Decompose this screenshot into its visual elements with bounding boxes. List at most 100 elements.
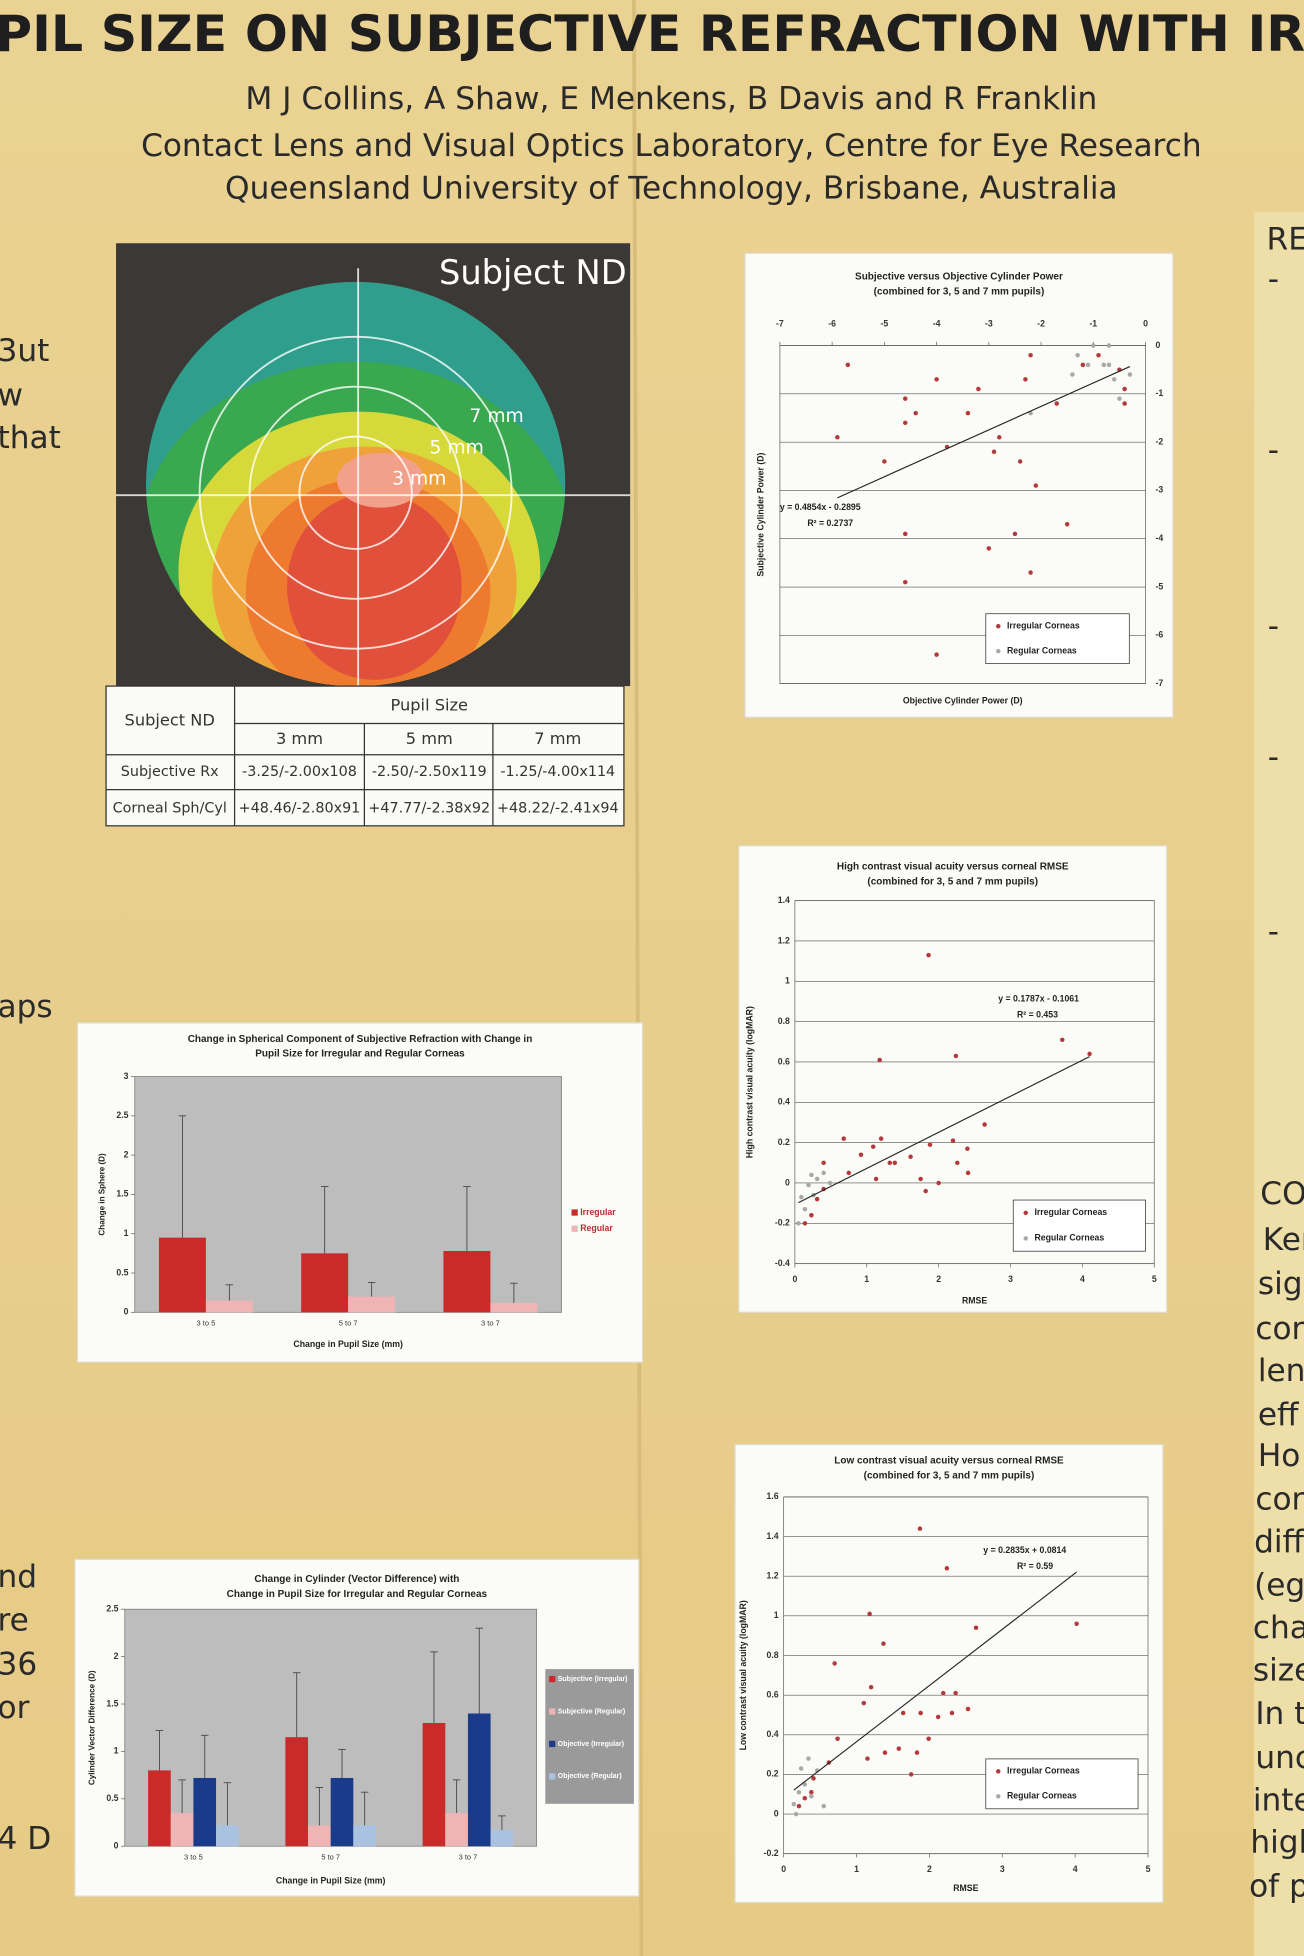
y-tick-label: 1 [785,976,790,986]
chart: High contrast visual acuity versus corne… [738,845,1168,1313]
data-point [796,1221,801,1226]
data-point [873,1176,879,1182]
charts: Subjective versus Objective Cylinder Pow… [74,252,1174,1903]
data-point [965,410,971,416]
right-fragment: (eg [1254,1568,1304,1604]
left-fragment: or [0,1690,30,1726]
table-cell: +48.22/-2.41x94 [497,800,619,816]
data-point [926,952,931,958]
data-point [936,1180,941,1186]
x-tick-label: 5 to 7 [321,1852,340,1861]
data-point [1111,377,1117,382]
data-point [1127,372,1133,377]
data-point [858,1152,864,1158]
y-tick-label: -6 [1156,630,1164,640]
bar [158,1237,206,1313]
table-row-label: Subjective Rx [121,764,219,780]
data-point [1070,372,1075,377]
legend-label: Irregular Corneas [1007,621,1080,631]
right-fragment: RE [1267,222,1304,258]
legend-label: Irregular Corneas [1007,1766,1080,1776]
right-fragment: eff [1258,1397,1300,1433]
legend-box [1012,1199,1146,1252]
legend-marker [1023,1236,1028,1241]
x-axis-label: RMSE [953,1883,978,1893]
data-point [991,449,997,455]
data-point [1080,362,1086,368]
data-point [926,1736,931,1741]
chart-panel [734,1443,1164,1903]
data-point [1122,386,1127,392]
legend-swatch [549,1773,556,1780]
data-point [821,1170,826,1176]
right-fragment: len [1258,1353,1304,1389]
y-tick-label: 0.8 [778,1016,790,1026]
y-tick-label: 1.2 [778,935,790,945]
data-point [1074,1621,1079,1627]
y-tick-label: 1.5 [106,1698,118,1708]
data-point [923,1188,928,1194]
data-point [877,1057,882,1063]
table-column: 7 mm [534,729,581,748]
trendline [793,1571,1077,1791]
trendline [798,1056,1090,1204]
table-cell: +47.77/-2.38x92 [368,800,490,816]
x-tick-label: 1 [854,1864,859,1874]
left-fragment: nd [0,1559,37,1595]
data-point [841,1136,847,1141]
y-tick-label: 3 [124,1071,129,1081]
data-point [1075,352,1080,358]
bar [170,1813,194,1847]
data-point [809,1790,814,1795]
y-tick-label: 0 [124,1307,129,1317]
ring-label: 7 mm [469,406,523,427]
y-tick-label: 0 [114,1841,119,1851]
x-tick-label: -6 [828,319,836,329]
data-point [1012,531,1018,537]
left-fragment: that [0,420,61,456]
x-tick-label: -7 [776,319,784,329]
chart: Change in Cylinder (Vector Difference) w… [74,1558,640,1897]
chart-title: Change in Spherical Component of Subject… [188,1034,533,1045]
left-fragment: w [0,378,23,414]
chart-title: Pupil Size for Irregular and Regular Cor… [255,1049,465,1060]
data-point [802,1782,808,1787]
y-tick-label: 2.5 [116,1110,128,1120]
data-point [835,435,840,440]
x-tick-label: 3 [1008,1274,1013,1284]
data-point [955,1160,960,1166]
data-point [1101,362,1106,368]
data-point [878,1136,884,1141]
bar [216,1825,239,1847]
legend-box [985,1758,1139,1810]
y-axis-label: Subjective Cylinder Power (D) [755,452,765,576]
x-tick-label: 5 to 7 [339,1319,358,1328]
bar [348,1296,396,1313]
data-point [791,1801,797,1807]
y-tick-label: -4 [1156,533,1164,543]
right-fragment: of p [1249,1868,1304,1904]
left-fragment: 3ut [0,333,49,369]
x-tick-label: 3 [1000,1864,1005,1874]
x-tick-label: 0 [792,1274,797,1284]
y-tick-label: -0.2 [764,1848,779,1858]
table-column: 3 mm [276,729,323,748]
ring-label: 3 mm [392,469,446,490]
x-tick-label: -4 [933,319,941,329]
y-tick-label: 1.4 [778,895,790,905]
y-tick-label: -2 [1156,436,1164,446]
trendline [837,366,1131,499]
data-point [934,652,939,657]
data-point [861,1700,867,1706]
right-fragment: In t [1255,1696,1304,1732]
y-tick-label: 1.2 [767,1571,779,1581]
bar [205,1300,253,1313]
data-point [986,546,992,551]
y-tick-label: 0.4 [767,1729,779,1739]
seam [632,0,644,1956]
y-tick-label: 1.4 [767,1531,779,1541]
data-point [903,579,908,585]
data-point [867,1611,872,1617]
left-fragment: aps [0,989,53,1025]
